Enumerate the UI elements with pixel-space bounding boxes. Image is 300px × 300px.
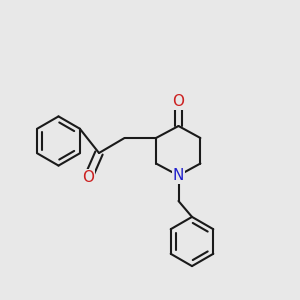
- Text: O: O: [82, 169, 94, 184]
- Text: N: N: [173, 168, 184, 183]
- Text: O: O: [172, 94, 184, 110]
